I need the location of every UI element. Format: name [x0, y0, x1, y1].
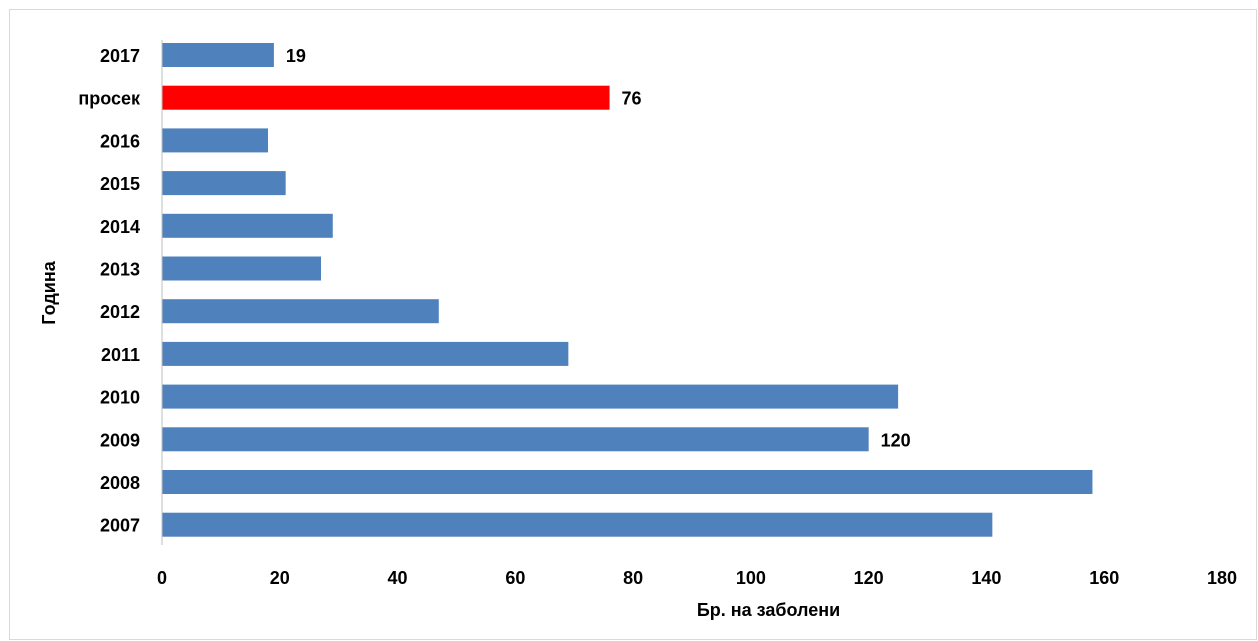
- x-tick-label: 60: [505, 568, 525, 588]
- bar-2009: [162, 427, 869, 452]
- bar-2016: [162, 128, 268, 153]
- data-label-просек: 76: [622, 89, 642, 109]
- category-label-2013: 2013: [100, 260, 140, 280]
- data-label-2017: 19: [286, 46, 306, 66]
- category-label-2012: 2012: [100, 302, 140, 322]
- bar-2012: [162, 299, 439, 324]
- x-tick-label: 0: [157, 568, 167, 588]
- x-tick-label: 180: [1207, 568, 1237, 588]
- category-label-2010: 2010: [100, 388, 140, 408]
- category-label-просек: просек: [78, 89, 141, 109]
- bar-2007: [162, 512, 993, 537]
- bar-2014: [162, 213, 333, 238]
- category-label-2009: 2009: [100, 430, 140, 450]
- x-tick-label: 140: [971, 568, 1001, 588]
- value-labels: 19 76 120: [286, 46, 911, 450]
- category-label-2014: 2014: [100, 217, 140, 237]
- category-label-2007: 2007: [100, 516, 140, 536]
- category-label-2015: 2015: [100, 174, 140, 194]
- x-tick-labels: 0 20 40 60 80 100 120 140 160 180: [157, 568, 1237, 588]
- x-tick-label: 20: [270, 568, 290, 588]
- x-axis-title: Бр. на заболени: [697, 600, 840, 620]
- category-label-2011: 2011: [101, 345, 140, 365]
- x-tick-label: 80: [623, 568, 643, 588]
- x-tick-label: 120: [854, 568, 884, 588]
- bars-group: [162, 43, 1093, 537]
- bar-2017: [162, 43, 274, 67]
- category-label-2008: 2008: [100, 473, 140, 493]
- x-tick-label: 100: [736, 568, 766, 588]
- category-label-2017: 2017: [100, 46, 140, 66]
- data-label-2009: 120: [881, 430, 911, 450]
- category-labels: 2017 просек 2016 2015 2014 2013 2012 2011 2010 20…: [78, 46, 141, 536]
- bar-2011: [162, 341, 569, 366]
- bar-2010: [162, 384, 899, 409]
- bar-2015: [162, 171, 286, 196]
- x-tick-label: 160: [1089, 568, 1119, 588]
- bar-2013: [162, 256, 321, 281]
- x-tick-label: 40: [388, 568, 408, 588]
- y-axis-title: Година: [39, 260, 59, 324]
- bar-просек: [162, 85, 610, 110]
- bar-2008: [162, 470, 1093, 494]
- category-label-2016: 2016: [100, 131, 140, 151]
